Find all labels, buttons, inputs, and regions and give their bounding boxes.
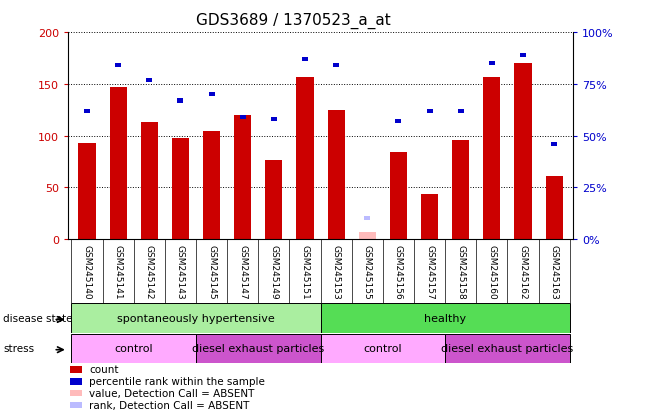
Bar	[234, 116, 251, 240]
Bar	[551, 142, 557, 147]
Text: healthy: healthy	[424, 313, 466, 323]
Bar	[70, 402, 81, 408]
Text: GSM245153: GSM245153	[332, 244, 340, 299]
Bar	[203, 132, 220, 240]
Bar	[365, 217, 370, 221]
Text: GSM245149: GSM245149	[270, 244, 279, 299]
Bar	[296, 78, 314, 240]
Text: GSM245151: GSM245151	[301, 244, 309, 299]
Bar	[421, 194, 438, 240]
Bar	[546, 177, 562, 240]
Text: GSM245147: GSM245147	[238, 244, 247, 299]
Bar	[426, 109, 433, 114]
Bar	[390, 153, 407, 240]
Bar	[458, 109, 464, 114]
Text: spontaneously hypertensive: spontaneously hypertensive	[117, 313, 275, 323]
Text: stress: stress	[3, 344, 35, 354]
Bar	[320, 334, 445, 363]
Text: count: count	[89, 364, 118, 374]
Bar	[146, 78, 152, 83]
Bar	[208, 93, 215, 97]
Bar	[196, 334, 320, 363]
Bar	[115, 64, 121, 68]
Text: control: control	[115, 344, 153, 354]
Text: rank, Detection Call = ABSENT: rank, Detection Call = ABSENT	[89, 400, 249, 410]
Text: diesel exhaust particles: diesel exhaust particles	[441, 344, 574, 354]
Bar	[266, 161, 283, 240]
Bar	[109, 88, 127, 240]
Bar	[70, 378, 81, 385]
Bar	[79, 143, 96, 240]
Text: GSM245158: GSM245158	[456, 244, 465, 299]
Text: GSM245157: GSM245157	[425, 244, 434, 299]
Text: GSM245140: GSM245140	[83, 244, 92, 299]
Text: GSM245155: GSM245155	[363, 244, 372, 299]
Bar	[70, 390, 81, 396]
Text: diesel exhaust particles: diesel exhaust particles	[192, 344, 324, 354]
Bar	[333, 64, 339, 68]
Text: GSM245142: GSM245142	[145, 244, 154, 299]
Bar	[172, 138, 189, 240]
Bar	[327, 110, 345, 240]
Bar	[520, 54, 526, 58]
Text: percentile rank within the sample: percentile rank within the sample	[89, 376, 265, 386]
Text: GSM245141: GSM245141	[114, 244, 122, 299]
Bar	[84, 109, 90, 114]
Text: GDS3689 / 1370523_a_at: GDS3689 / 1370523_a_at	[195, 12, 391, 28]
Text: GSM245162: GSM245162	[519, 244, 527, 299]
Bar	[514, 64, 532, 240]
Text: GSM245160: GSM245160	[488, 244, 497, 299]
Bar	[72, 334, 196, 363]
Bar	[483, 78, 501, 240]
Bar	[302, 58, 308, 62]
Text: GSM245163: GSM245163	[549, 244, 559, 299]
Bar	[395, 120, 402, 124]
Bar	[445, 334, 570, 363]
Text: GSM245145: GSM245145	[207, 244, 216, 299]
Text: control: control	[364, 344, 402, 354]
Bar	[70, 366, 81, 373]
Bar	[178, 99, 184, 103]
Bar	[359, 232, 376, 240]
Text: GSM245156: GSM245156	[394, 244, 403, 299]
Bar	[72, 304, 320, 333]
Bar	[240, 116, 246, 120]
Text: disease state: disease state	[3, 313, 73, 323]
Bar	[452, 140, 469, 240]
Bar	[271, 118, 277, 122]
Bar	[141, 123, 158, 240]
Text: GSM245143: GSM245143	[176, 244, 185, 299]
Bar	[320, 304, 570, 333]
Text: value, Detection Call = ABSENT: value, Detection Call = ABSENT	[89, 388, 255, 398]
Bar	[489, 62, 495, 66]
